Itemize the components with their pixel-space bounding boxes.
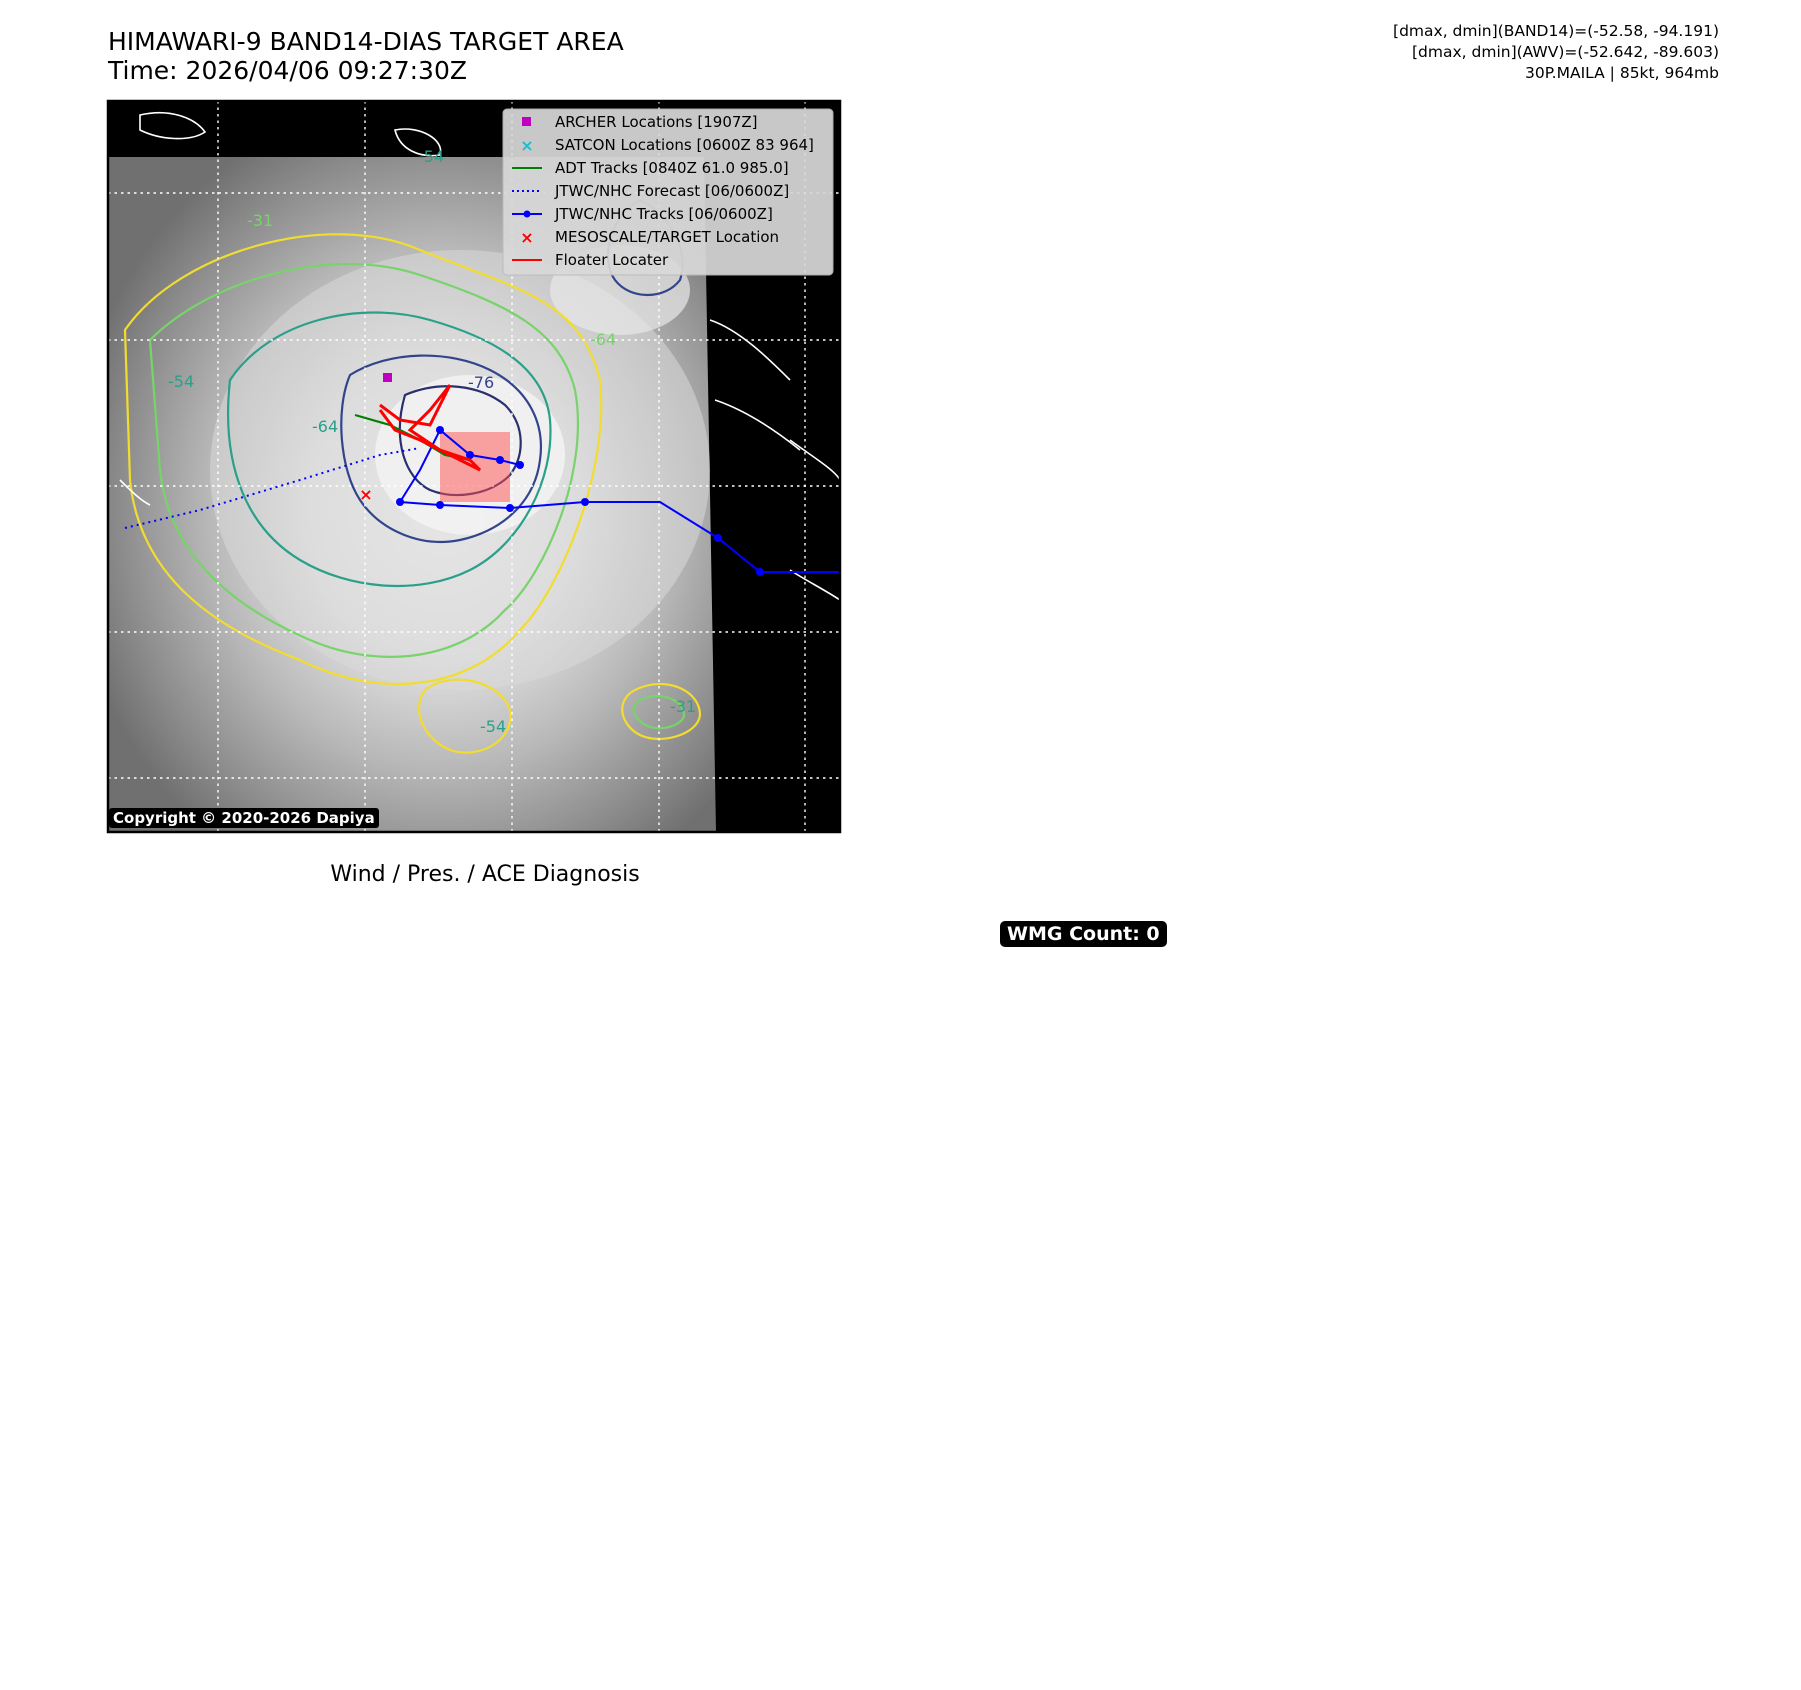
- map-legend-item: × SATCON Locations [0600Z 83 964]: [520, 136, 814, 155]
- map-legend-item: ARCHER Locations [1907Z]: [522, 113, 758, 131]
- legend-marker: ×: [520, 228, 533, 247]
- map-legend-label: JTWC/NHC Forecast [06/0600Z]: [554, 182, 789, 200]
- map-legend-label: JTWC/NHC Tracks [06/0600Z]: [554, 205, 773, 223]
- info-line-1: [dmax, dmin](BAND14)=(-52.58, -94.191): [1393, 22, 1719, 40]
- chart-title: Wind / Pres. / ACE Diagnosis: [330, 862, 640, 887]
- map-legend-label: ARCHER Locations [1907Z]: [555, 113, 758, 131]
- svg-text:-31: -31: [670, 697, 696, 716]
- figure-time: Time: 2026/04/06 09:27:30Z: [108, 56, 467, 85]
- floater-track: [378, 384, 482, 472]
- svg-text:-54: -54: [168, 372, 194, 391]
- info-line-2: [dmax, dmin](AWV)=(-52.642, -89.603): [1412, 43, 1719, 61]
- svg-text:-76: -76: [468, 373, 494, 392]
- map-legend-label: Floater Locater: [555, 251, 669, 269]
- archer-marker: [383, 373, 392, 382]
- svg-text:-54: -54: [480, 717, 506, 736]
- wmg-count-badge: WMG Count: 0: [1000, 921, 1167, 947]
- map-legend-item: JTWC/NHC Forecast [06/0600Z]: [512, 182, 789, 200]
- info-line-3: 30P.MAILA | 85kt, 964mb: [1525, 64, 1719, 82]
- svg-text:-54: -54: [418, 147, 444, 166]
- map-legend-item: JTWC/NHC Tracks [06/0600Z]: [512, 205, 773, 223]
- legend-marker: [522, 117, 531, 126]
- copyright-badge: Copyright © 2020-2026 Dapiya: [109, 808, 379, 828]
- svg-text:-64: -64: [312, 417, 338, 436]
- contour-labels: -54 -64 -76 -31 -54 -64 -54 -31: [168, 147, 696, 736]
- map-legend-item: × MESOSCALE/TARGET Location: [520, 228, 779, 247]
- legend-marker: ×: [520, 136, 533, 155]
- map-legend-item: ADT Tracks [0840Z 61.0 985.0]: [512, 159, 789, 177]
- jtwc-forecast-track: [124, 447, 421, 529]
- figure-title: HIMAWARI-9 BAND14-DIAS TARGET AREA: [108, 27, 624, 56]
- svg-text:-31: -31: [247, 211, 273, 230]
- target-marker: ×: [359, 485, 372, 504]
- map-legend-label: SATCON Locations [0600Z 83 964]: [555, 136, 814, 154]
- svg-text:-64: -64: [590, 330, 616, 349]
- map-legend: ARCHER Locations [1907Z] × SATCON Location…: [502, 108, 834, 276]
- map-legend-item: Floater Locater: [512, 251, 669, 269]
- track-overlay: ×: [124, 373, 840, 576]
- map-legend-label: ADT Tracks [0840Z 61.0 985.0]: [555, 159, 789, 177]
- map-legend-label: MESOSCALE/TARGET Location: [555, 228, 779, 246]
- jtwc-track-points: [396, 426, 764, 576]
